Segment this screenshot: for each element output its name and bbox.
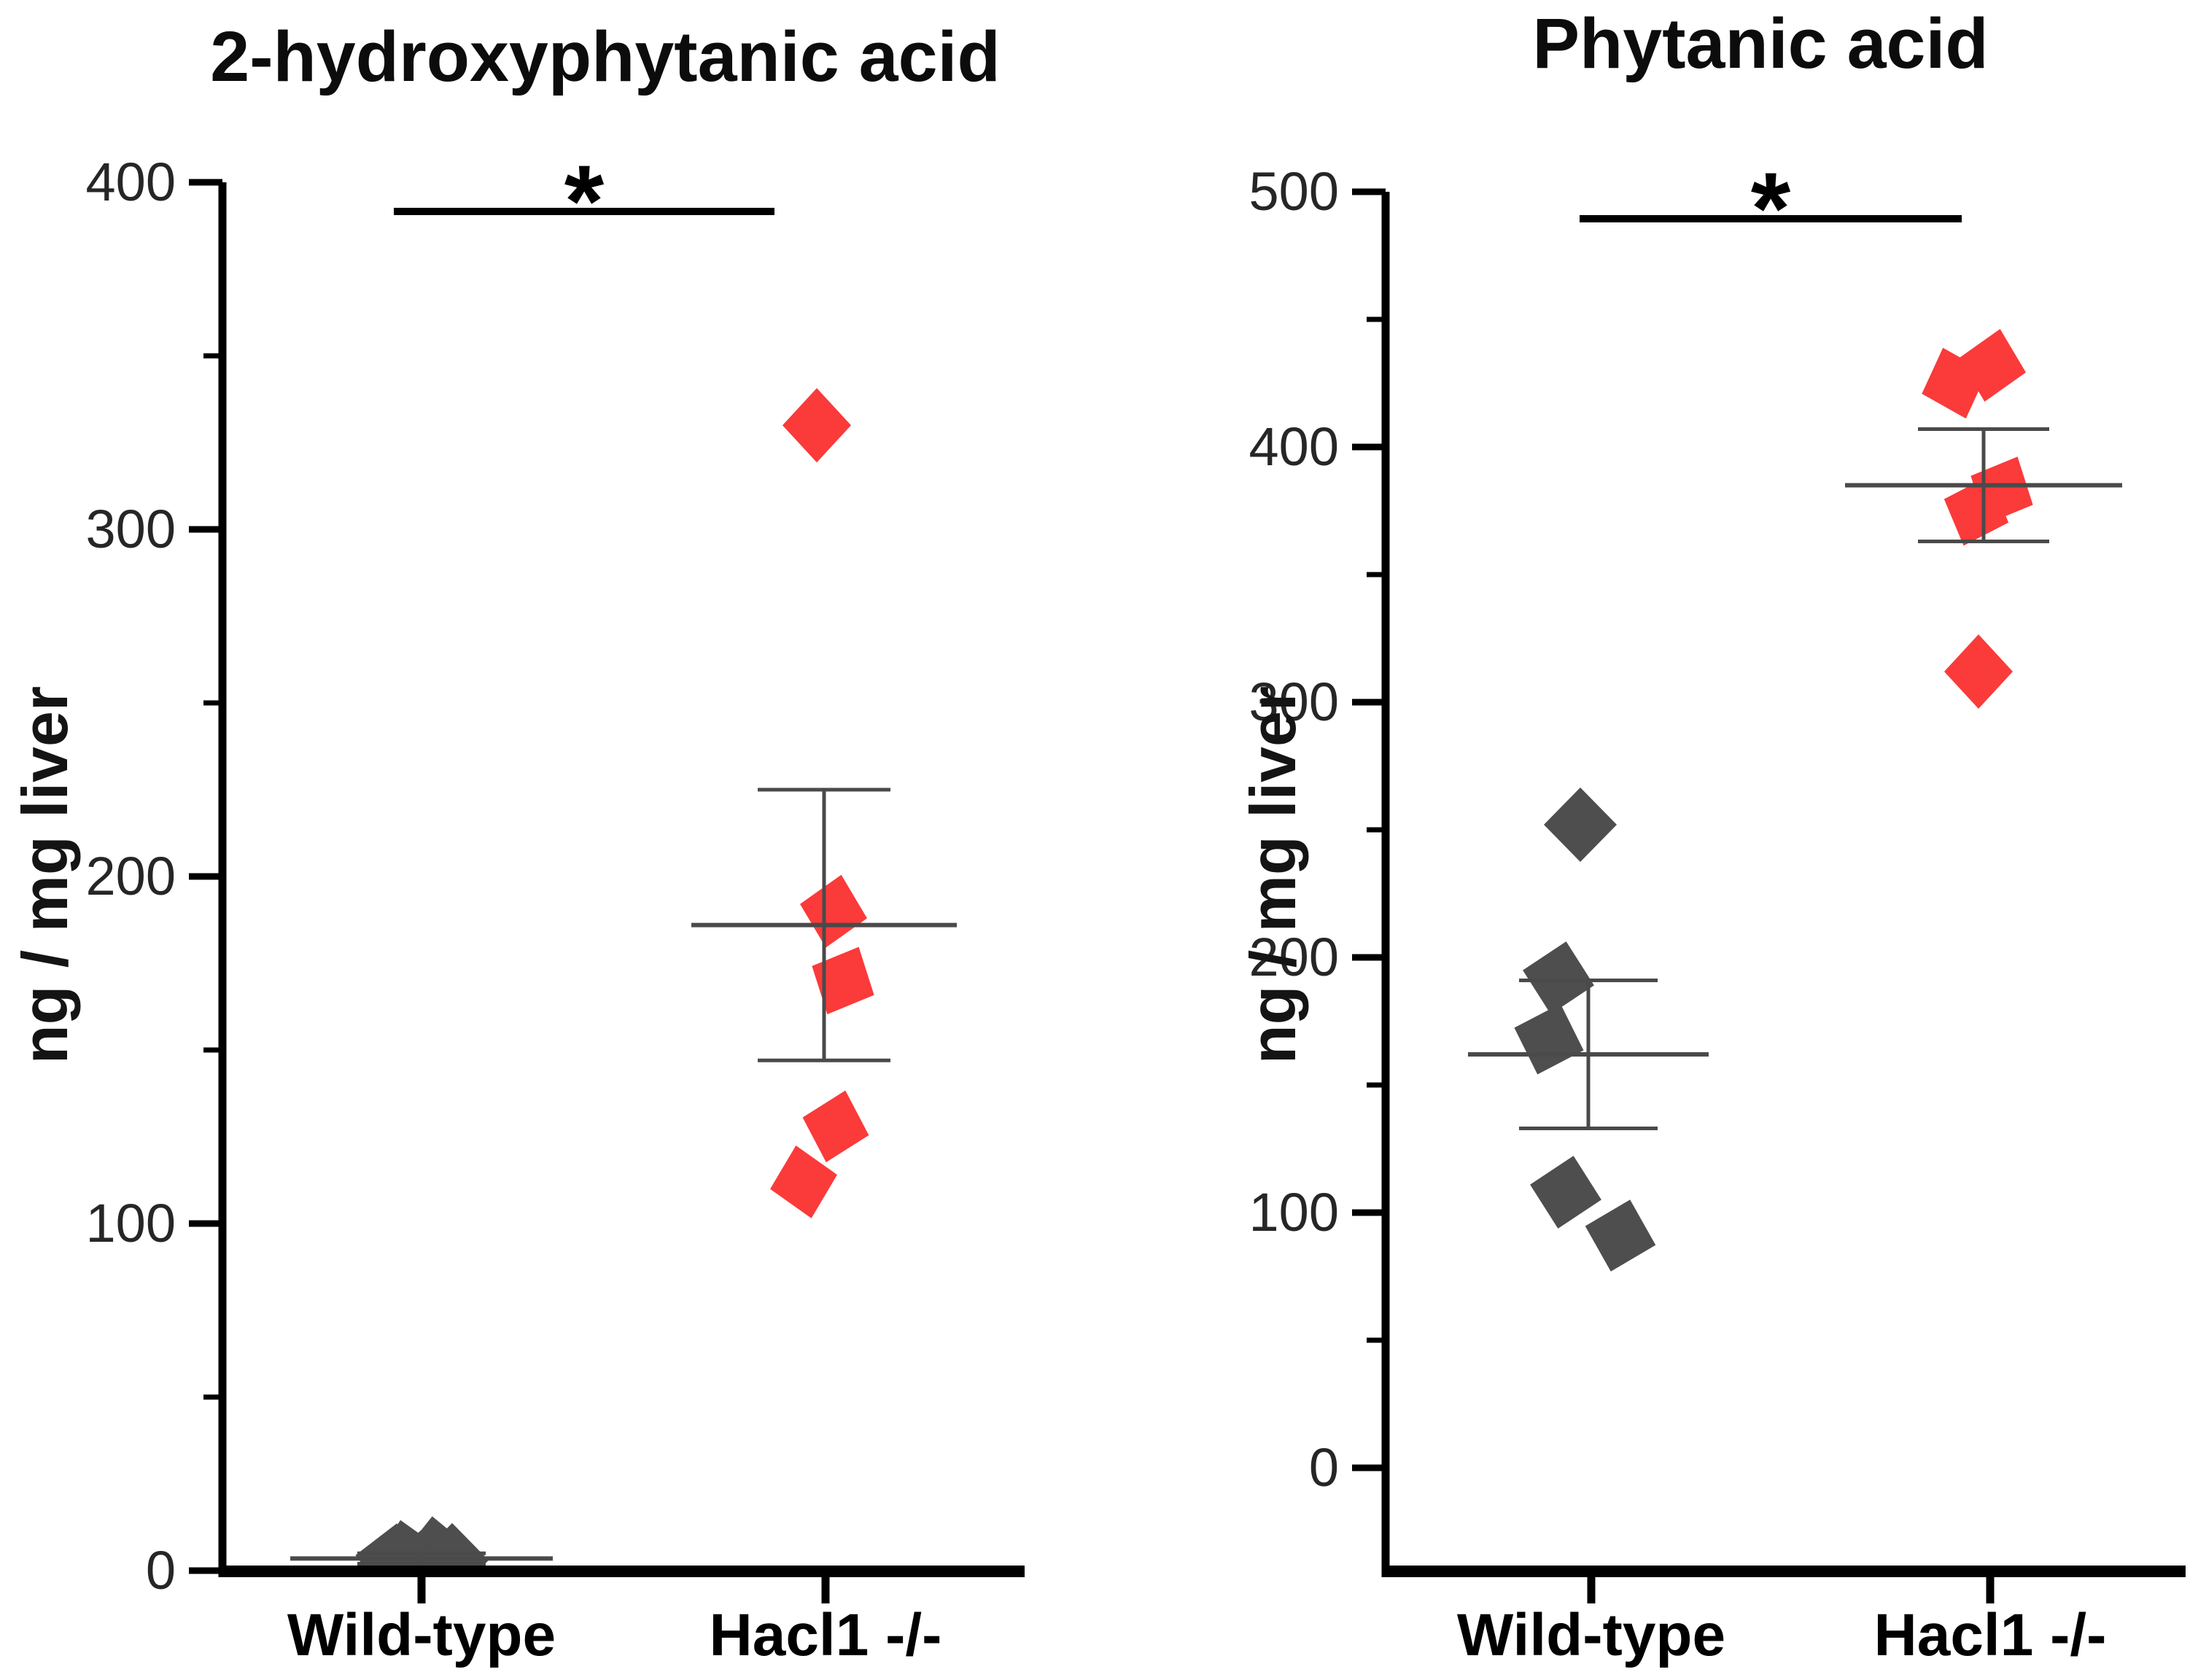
right-point-hacl1-4 xyxy=(1943,475,2009,546)
right-errorbar-hacl1 xyxy=(1845,427,2122,543)
right-y-tick-label-500: 500 xyxy=(1249,161,1339,222)
left-significance-star: * xyxy=(564,144,605,258)
left-category-label-wild-type: Wild-type xyxy=(287,1602,556,1668)
left-point-wild-type-5 xyxy=(416,1522,489,1567)
left-category-label-hacl1: Hacl1 -/- xyxy=(710,1602,942,1668)
left-y-tick-label-100: 100 xyxy=(86,1193,176,1253)
right-point-wild-type-2 xyxy=(1523,941,1594,1014)
right-y-tick-label-300: 300 xyxy=(1249,672,1339,732)
left-errorbar-wild-type xyxy=(290,1551,553,1566)
left-chart-title: 2-hydroxyphytanic acid xyxy=(210,17,1001,96)
left-points-layer xyxy=(355,388,874,1567)
left-point-hacl1-4 xyxy=(802,1090,869,1162)
left-point-hacl1-2 xyxy=(800,874,867,948)
left-y-tick-label-0: 0 xyxy=(146,1540,176,1601)
left-point-hacl1-1 xyxy=(782,388,851,463)
left-point-hacl1-5 xyxy=(770,1145,837,1218)
right-y-tick-label-0: 0 xyxy=(1309,1437,1339,1498)
left-y-tick-label-300: 300 xyxy=(86,499,176,559)
right-point-wild-type-1 xyxy=(1544,788,1617,862)
right-category-label-wild-type: Wild-type xyxy=(1457,1602,1725,1668)
right-point-hacl1-2 xyxy=(1959,329,2026,402)
right-points-layer xyxy=(1514,329,2033,1272)
right-y-tick-label-200: 200 xyxy=(1249,927,1339,987)
left-errorbar-hacl1 xyxy=(691,788,957,1062)
left-y-axis-label: ng / mg liver xyxy=(9,685,81,1065)
right-chart-title: Phytanic acid xyxy=(1532,4,1989,83)
left-y-tick-label-400: 400 xyxy=(86,152,176,212)
right-point-hacl1-5 xyxy=(1944,634,2013,709)
right-category-label-hacl1: Hacl1 -/- xyxy=(1874,1602,2107,1668)
left-point-hacl1-3 xyxy=(812,946,874,1015)
right-point-wild-type-3 xyxy=(1514,1003,1584,1075)
right-y-axis-label: ng / mg liver xyxy=(1237,685,1309,1065)
left-y-tick-label-200: 200 xyxy=(86,846,176,906)
right-y-tick-label-400: 400 xyxy=(1249,416,1339,477)
right-significance-star: * xyxy=(1751,151,1791,265)
right-y-tick-label-100: 100 xyxy=(1249,1182,1339,1242)
right-point-wild-type-4 xyxy=(1530,1156,1601,1229)
right-point-wild-type-5 xyxy=(1585,1199,1656,1272)
right-errorbar-wild-type xyxy=(1468,979,1709,1130)
